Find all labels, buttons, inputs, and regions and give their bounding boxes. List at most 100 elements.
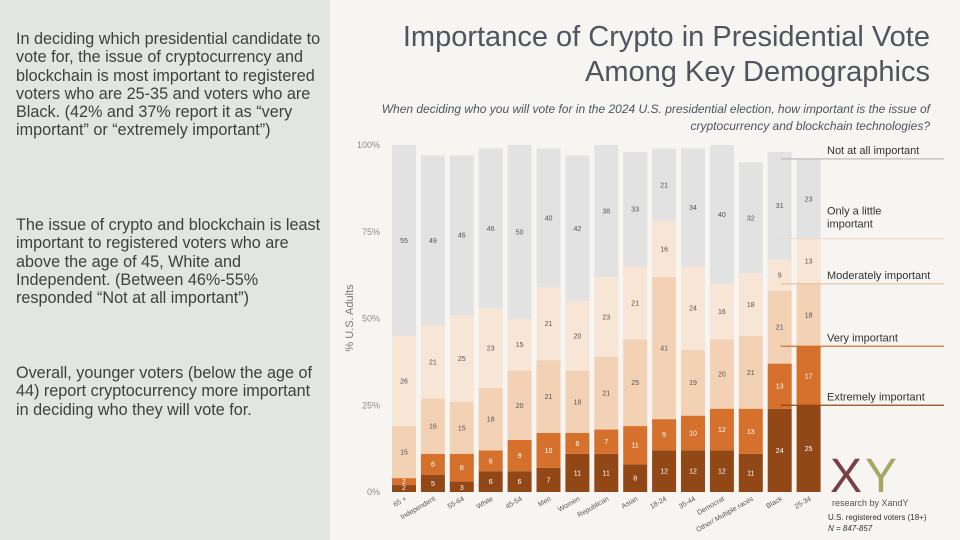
data-label: 41	[660, 345, 668, 352]
bar-segment-very-important	[536, 433, 561, 468]
data-label: 19	[689, 380, 697, 387]
data-label: 18	[574, 399, 582, 406]
bar-segment-not-at-all-important	[449, 155, 474, 316]
data-label: 11	[574, 470, 581, 477]
sample-footnote: U.S. registered voters (18+)	[828, 513, 927, 522]
data-label: 6	[489, 479, 493, 486]
data-label: 2	[402, 485, 406, 492]
chart-value-labels: 2215265556162149381525466618234669201550…	[400, 182, 812, 492]
data-label: 21	[747, 370, 755, 377]
data-label: 32	[747, 215, 755, 222]
bar-segment-not-at-all-important	[392, 145, 416, 336]
bar-segment-extremely-important	[796, 405, 821, 492]
y-tick-label: 0%	[367, 487, 380, 497]
x-tick-label: White	[476, 496, 495, 511]
bar-segment-very-important	[709, 408, 734, 451]
data-label: 12	[718, 469, 726, 476]
data-label: 38	[602, 208, 610, 215]
data-label: 20	[718, 372, 726, 379]
data-label: 15	[516, 342, 524, 349]
bar-segment-extremely-important	[420, 474, 445, 492]
legend-label-very-important: Very important	[827, 332, 898, 344]
data-label: 25	[458, 356, 466, 363]
data-label: 31	[776, 203, 784, 210]
data-label: 20	[516, 403, 524, 410]
bar-segment-extremely-important	[536, 467, 561, 492]
logo-y-letter: Y	[865, 450, 897, 503]
y-tick-label: 25%	[362, 400, 380, 410]
bar-segment-extremely-important	[623, 464, 648, 492]
data-label: 16	[429, 424, 437, 431]
bar-segment-extremely-important	[709, 450, 734, 492]
data-label: 34	[689, 205, 697, 212]
bar-segment-moderately-important	[478, 387, 503, 451]
data-label: 9	[778, 273, 782, 280]
data-label: 11	[747, 470, 754, 477]
data-label: 13	[805, 259, 813, 266]
bar-segment-only-a-little-important	[652, 221, 677, 277]
bar-segment-extremely-important	[767, 408, 792, 492]
bar-segment-very-important	[594, 429, 619, 454]
data-label: 2	[402, 479, 406, 486]
bar-segment-only-a-little-important	[392, 335, 416, 427]
data-label: 18	[747, 302, 755, 309]
bar-segment-moderately-important	[507, 370, 532, 440]
data-label: 8	[633, 476, 637, 483]
bar-segment-very-important	[420, 453, 445, 475]
bar-segment-not-at-all-important	[594, 145, 619, 277]
y-axis: 0% 25% 50% 75% 100% % U.S. Adults	[344, 140, 380, 497]
data-label: 12	[718, 427, 726, 434]
data-label: 24	[689, 306, 697, 313]
data-label: 13	[776, 384, 784, 391]
bar-segment-moderately-important	[623, 339, 648, 427]
sample-size-footnote: N = 847-857	[828, 524, 872, 533]
data-label: 42	[574, 226, 582, 233]
x-tick-label: Women	[557, 496, 581, 514]
bar-segment-only-a-little-important	[449, 315, 474, 402]
data-label: 25	[631, 380, 639, 387]
bar-segment-very-important	[738, 408, 763, 454]
data-label: 18	[487, 417, 495, 424]
y-tick-label: 50%	[362, 314, 380, 324]
bar-segment-very-important	[623, 426, 648, 465]
data-label: 25	[805, 446, 813, 453]
data-label: 3	[460, 485, 464, 492]
bar-segment-only-a-little-important	[709, 283, 734, 340]
data-label: 33	[631, 207, 639, 214]
bar-segment-very-important	[652, 419, 677, 451]
y-tick-label: 100%	[357, 140, 380, 150]
data-label: 21	[631, 300, 639, 307]
insight-paragraph-2: The issue of crypto and blockchain is le…	[16, 216, 321, 308]
chart-title: Importance of Crypto in Presidential Vot…	[402, 21, 930, 88]
data-label: 12	[660, 469, 668, 476]
data-label: 17	[805, 373, 813, 380]
x-tick-label: 35-44	[678, 496, 697, 511]
data-label: 26	[400, 378, 408, 385]
bar-segment-moderately-important	[420, 398, 445, 454]
data-label: 11	[603, 470, 610, 477]
bar-segment-extremely-important	[681, 450, 705, 492]
bar-segment-moderately-important	[565, 370, 590, 434]
data-label: 12	[689, 469, 697, 476]
bar-segment-extremely-important	[449, 481, 474, 492]
data-label: 6	[489, 458, 493, 465]
bar-segment-not-at-all-important	[652, 148, 677, 222]
data-label: 10	[689, 431, 697, 438]
data-label: 46	[458, 233, 466, 240]
bar-segment-not-at-all-important	[738, 162, 763, 274]
bar-segment-very-important	[681, 415, 705, 451]
bar-segment-only-a-little-important	[594, 276, 619, 357]
data-label: 21	[429, 359, 437, 366]
x-tick-label: 18-24	[649, 496, 668, 511]
insight-paragraph-1: In deciding which presidential candidate…	[16, 30, 321, 140]
data-label: 7	[604, 439, 608, 446]
bar-segment-moderately-important	[594, 356, 619, 430]
logo-x-letter: X	[830, 450, 862, 503]
data-label: 20	[574, 333, 582, 340]
x-tick-label: 55-64	[447, 496, 466, 511]
x-axis: 65 +Independent 55-64 White 45-54 Men WomenRe…	[393, 495, 813, 534]
x-tick-label: 25-34	[794, 496, 813, 511]
logo-subtitle: research by XandY	[832, 498, 909, 508]
left-text-panel: In deciding which presidential candidate…	[0, 0, 330, 540]
